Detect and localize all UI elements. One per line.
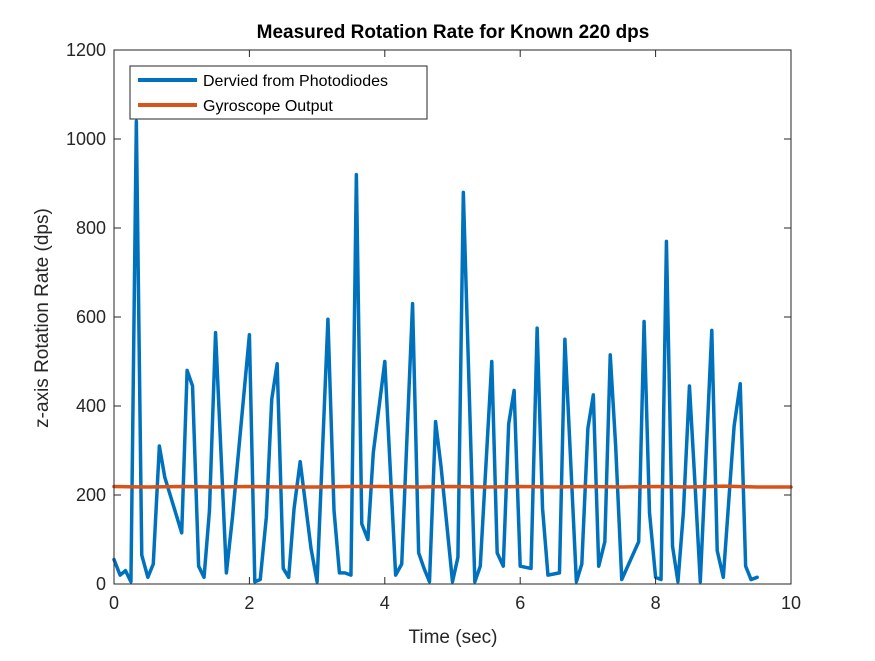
x-tick-label: 0 xyxy=(109,593,119,613)
x-tick-label: 6 xyxy=(515,593,525,613)
series-line-1 xyxy=(112,484,793,489)
y-tick-label: 400 xyxy=(76,396,106,416)
x-tick-label: 8 xyxy=(651,593,661,613)
y-tick-label: 600 xyxy=(76,307,106,327)
y-axis-label: z-axis Rotation Rate (dps) xyxy=(32,208,53,428)
x-axis-label: Time (sec) xyxy=(408,627,497,648)
x-tick-label: 2 xyxy=(244,593,254,613)
y-tick-label: 0 xyxy=(96,574,106,594)
x-tick-label: 4 xyxy=(380,593,390,613)
series-line-0 xyxy=(112,119,759,584)
legend-box xyxy=(129,65,428,120)
y-tick-label: 800 xyxy=(76,218,106,238)
chart-title: Measured Rotation Rate for Known 220 dps xyxy=(257,22,650,43)
series-layer xyxy=(112,119,793,584)
y-tick-label: 200 xyxy=(76,485,106,505)
x-tick-label: 10 xyxy=(781,593,801,613)
y-tick-label: 1200 xyxy=(66,40,106,60)
legend-label-gyroscope: Gyroscope Output xyxy=(203,98,333,115)
y-tick-label: 1000 xyxy=(66,129,106,149)
legend: Dervied from Photodiodes Gyroscope Outpu… xyxy=(129,65,428,120)
tick-layer: 0 2 4 6 8 10 0 200 400 600 800 1000 1200 xyxy=(66,40,801,613)
legend-label-photodiodes: Dervied from Photodiodes xyxy=(203,73,388,90)
